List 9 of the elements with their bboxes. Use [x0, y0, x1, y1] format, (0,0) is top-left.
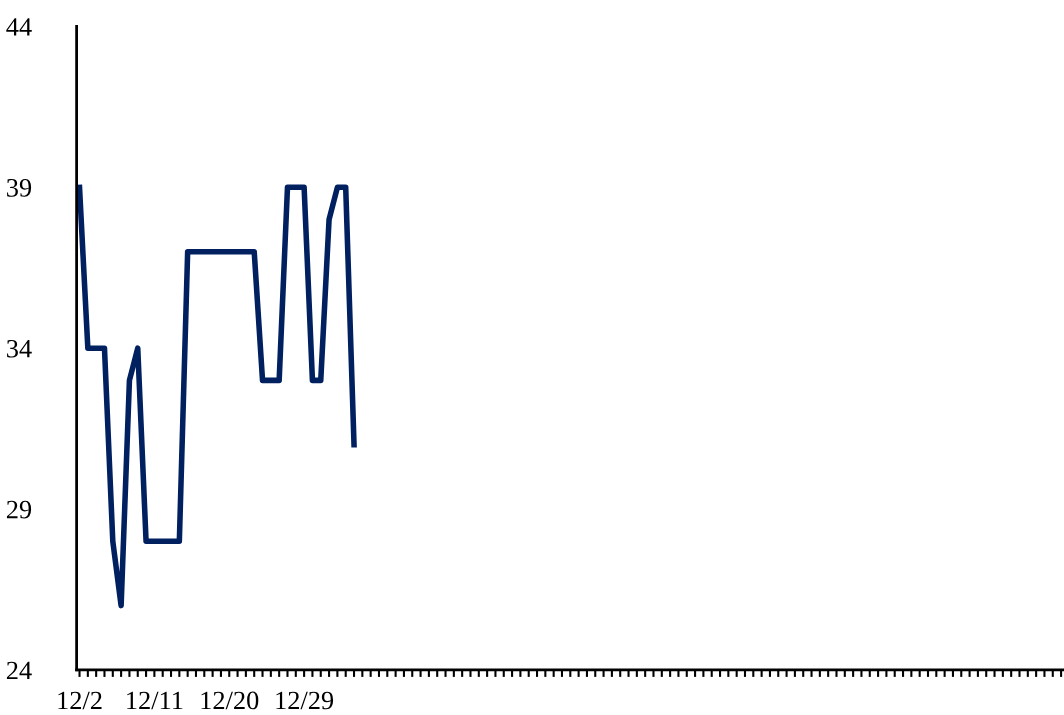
- y-tick-label: 39: [7, 179, 32, 197]
- x-tick-label: 12/20: [201, 691, 259, 710]
- y-tick-label: 34: [7, 339, 32, 358]
- y-tick-label: 24: [6, 661, 32, 680]
- y-tick-label: 29: [6, 500, 32, 519]
- x-tick-label: 12/2: [58, 691, 102, 710]
- y-tick-label: 44: [6, 18, 32, 36]
- x-tick-label: 12/29: [276, 691, 334, 710]
- x-tick-label: 12/11: [127, 691, 183, 710]
